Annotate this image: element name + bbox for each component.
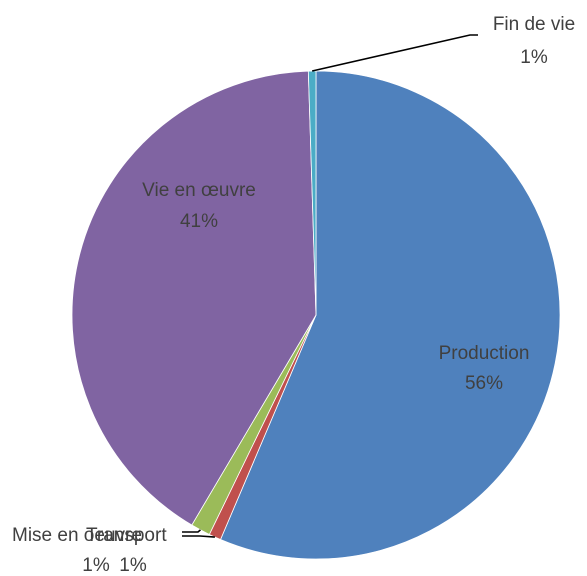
pie-slice-vie-en-uvre bbox=[71, 70, 317, 526]
slice-label-mise-en-oeuvre: Mise en oeuvre bbox=[12, 525, 142, 546]
slice-label-fin-de-vie: Fin de vie bbox=[493, 14, 575, 35]
slice-value-vie-en-oeuvre: 41% bbox=[180, 211, 218, 232]
slice-value-production: 56% bbox=[465, 373, 503, 394]
leader-line-mise-en-oeuvre bbox=[182, 529, 201, 533]
slice-value-transport: 1% bbox=[119, 555, 147, 576]
slice-value-mise-en-oeuvre: 1% bbox=[82, 555, 110, 576]
pie-slices bbox=[71, 70, 561, 560]
slice-value-fin-de-vie: 1% bbox=[520, 47, 548, 68]
slice-label-production: Production bbox=[439, 343, 530, 364]
leader-line-transport bbox=[182, 535, 215, 538]
pie-slice-production bbox=[219, 70, 561, 560]
leader-lines bbox=[182, 34, 478, 538]
slice-label-vie-en-oeuvre: Vie en œuvre bbox=[142, 180, 256, 201]
slice-label-transport: Transport bbox=[86, 525, 167, 546]
leader-line-fin-de-vie bbox=[311, 34, 478, 72]
